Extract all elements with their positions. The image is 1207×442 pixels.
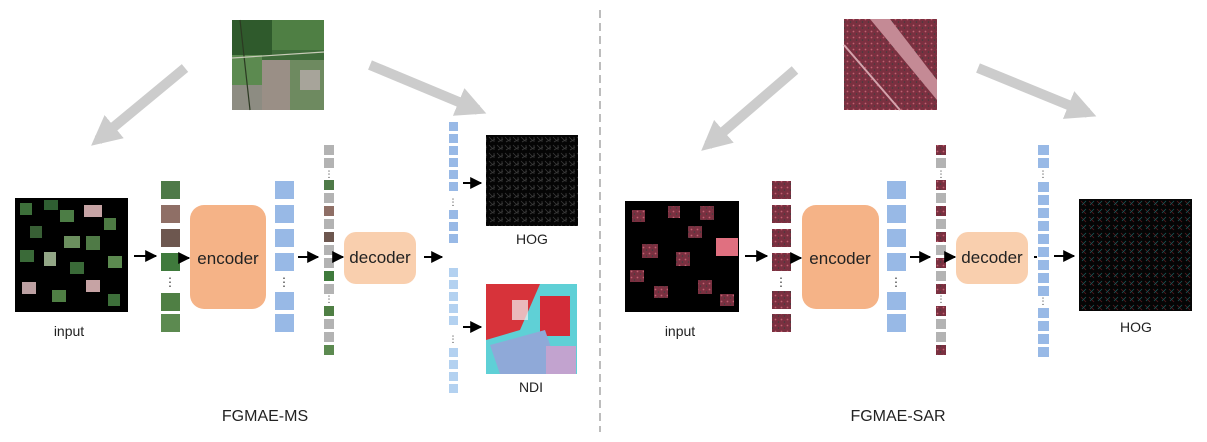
ms-caption: FGMAE-MS xyxy=(222,408,308,425)
sar-visible-patches: ⋮ xyxy=(772,181,791,332)
sar-hog-feature-image xyxy=(1079,199,1192,311)
sar-latent-tokens: ⋮ xyxy=(887,181,906,332)
svg-text:⋮: ⋮ xyxy=(1039,296,1048,306)
gray-arrow-left xyxy=(91,64,189,146)
ms-input-label: input xyxy=(54,323,84,339)
svg-text:⋮: ⋮ xyxy=(775,275,787,289)
sar-gray-arrow-right xyxy=(976,63,1097,119)
svg-text:⋮: ⋮ xyxy=(449,334,458,344)
sar-gray-arrow-left xyxy=(701,66,799,151)
ms-ndi-output-tokens: ⋮ xyxy=(449,268,458,393)
ndi-feature-image xyxy=(486,284,577,374)
sar-decoder-block xyxy=(956,232,1028,284)
sar-thumbnail-image xyxy=(843,19,937,111)
svg-text:⋮: ⋮ xyxy=(325,169,334,179)
svg-text:⋮: ⋮ xyxy=(449,197,458,207)
gray-arrow-right xyxy=(368,60,487,116)
svg-text:⋮: ⋮ xyxy=(164,275,176,289)
ms-decoder-label: decoder xyxy=(349,248,411,267)
ms-encoder-block xyxy=(190,205,266,309)
ms-encoder-label: encoder xyxy=(197,249,259,268)
ms-mixed-tokens: ⋮ ⋮ xyxy=(324,145,334,355)
ms-masked-input xyxy=(15,198,128,312)
hog-feature-image xyxy=(486,135,578,226)
ms-ndi-label: NDI xyxy=(519,379,543,395)
right-panel: input ⋮ encoder ⋮ ⋮ xyxy=(625,19,1192,425)
sar-caption: FGMAE-SAR xyxy=(850,408,945,425)
sar-mixed-tokens: ⋮ ⋮ xyxy=(936,145,946,355)
svg-text:⋮: ⋮ xyxy=(325,294,334,304)
ms-decoder-block xyxy=(344,232,416,284)
ms-latent-tokens: ⋮ xyxy=(275,181,294,332)
svg-text:⋮: ⋮ xyxy=(937,169,946,179)
ms-hog-label: HOG xyxy=(516,231,548,247)
svg-text:⋮: ⋮ xyxy=(890,275,902,289)
sar-hog-output-tokens: ⋮ ⋮ xyxy=(1038,145,1049,357)
sar-encoder-label: encoder xyxy=(809,249,871,268)
left-panel: input ⋮ encoder ⋮ xyxy=(15,19,578,425)
ms-thumbnail-image xyxy=(231,19,325,111)
sar-decoder-label: decoder xyxy=(961,248,1023,267)
sar-encoder-block xyxy=(802,205,879,309)
svg-text:⋮: ⋮ xyxy=(1039,169,1048,179)
ms-visible-patches: ⋮ xyxy=(161,181,180,332)
sar-input-label: input xyxy=(665,323,695,339)
ms-hog-output-tokens: ⋮ xyxy=(449,122,458,243)
sar-hog-label: HOG xyxy=(1120,319,1152,335)
svg-text:⋮: ⋮ xyxy=(278,275,290,289)
svg-text:⋮: ⋮ xyxy=(937,294,946,304)
sar-masked-input xyxy=(625,201,739,312)
